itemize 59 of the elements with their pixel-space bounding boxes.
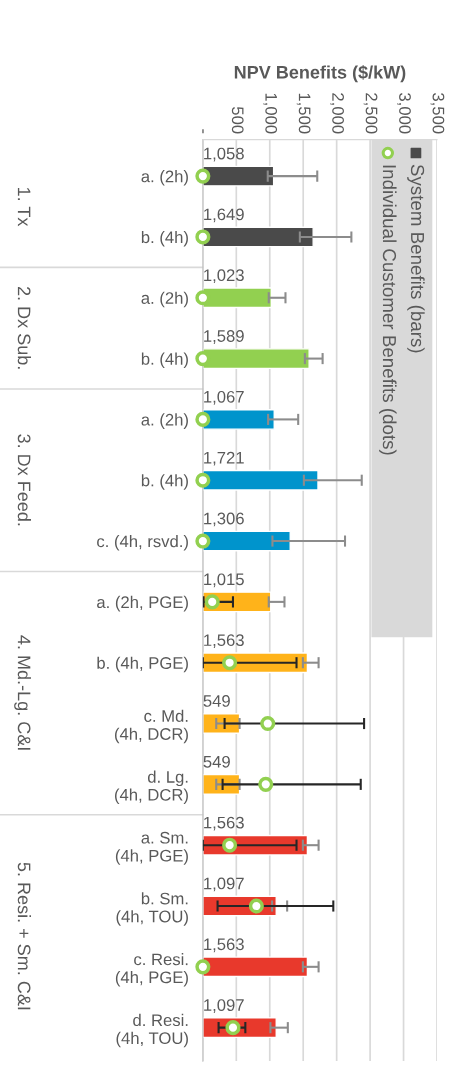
y-tick-label: d. Resi. (4h, TOU): [116, 1013, 188, 1048]
point: [222, 655, 238, 671]
y-tick-label: a. Sm. (4h, PGE): [115, 831, 188, 865]
data-label: 1,721: [204, 451, 244, 466]
data-label: 1,563: [204, 938, 244, 953]
x-tick-label: 2,500: [363, 93, 378, 134]
text: 4. Md.-Lg. C&I: [14, 635, 31, 750]
y-tick-label: b. (4h): [141, 352, 188, 369]
point: [195, 472, 211, 488]
x-tick-label: 500: [231, 106, 244, 134]
text: 3. Dx Feed.: [17, 434, 31, 526]
x-tick-label: 1,500: [296, 93, 311, 134]
data-label: 1,067: [204, 390, 244, 405]
point: [195, 168, 211, 184]
point: [195, 533, 211, 549]
y-tick-label: b. Sm. (4h, TOU): [116, 892, 188, 926]
data-label: 1,306: [204, 512, 244, 527]
point: [260, 715, 276, 732]
data-label: 1,097: [204, 999, 244, 1013]
y-tick-label: a. (2h): [141, 291, 188, 308]
point: [258, 776, 274, 792]
point: [195, 411, 211, 427]
y-tick-label: a. (2h, PGE): [97, 595, 188, 612]
y-tick-label: d. Lg. (4h, DCR): [115, 770, 188, 805]
text: 5. Resi. + Sm. C&I: [17, 862, 31, 1010]
data-label: 1,563: [204, 816, 244, 831]
y-tick-label: c. Resi. (4h, PGE): [115, 953, 188, 987]
text: 2. Dx Sub.: [17, 286, 31, 369]
data-label: 1,589: [204, 330, 244, 344]
x-tick-label: 3,500: [430, 93, 445, 134]
legend-label: Individual Customer Benefits (dots): [379, 165, 397, 455]
point: [222, 837, 238, 853]
point: [204, 594, 220, 610]
x-tick-label: 1,000: [263, 93, 278, 134]
x-tick-label: -: [202, 129, 204, 134]
text: 1. Tx: [17, 188, 31, 227]
point: [195, 959, 211, 975]
y-tick-label: b. (4h): [141, 230, 188, 247]
x-axis-title: NPV Benefits ($/kW): [234, 65, 406, 83]
point: [195, 229, 211, 245]
data-label: 549: [203, 695, 230, 707]
x-tick-label: 3,000: [397, 93, 411, 134]
data-label: 1,097: [204, 877, 244, 892]
y-tick-label: a. (2h): [141, 413, 188, 429]
data-label: 1,023: [204, 269, 244, 284]
point: [225, 1020, 241, 1036]
data-label: 1,649: [204, 208, 244, 223]
x-tick-label: 2,000: [330, 93, 344, 134]
data-label: 1,058: [204, 147, 244, 162]
data-label: 1,563: [204, 634, 244, 648]
y-tick-label: c. Md. (4h, DCR): [115, 709, 188, 744]
data-label: 1,015: [204, 573, 244, 588]
data-label: 549: [203, 755, 230, 768]
y-tick-label: c. (4h, rsvd.): [97, 535, 188, 551]
y-tick-label: b. (4h): [141, 474, 188, 490]
y-tick-label: b. (4h, PGE): [97, 656, 188, 673]
point: [248, 898, 264, 914]
legend-label: System Benefits (bars): [407, 164, 425, 353]
y-tick-label: a. (2h): [141, 170, 188, 186]
